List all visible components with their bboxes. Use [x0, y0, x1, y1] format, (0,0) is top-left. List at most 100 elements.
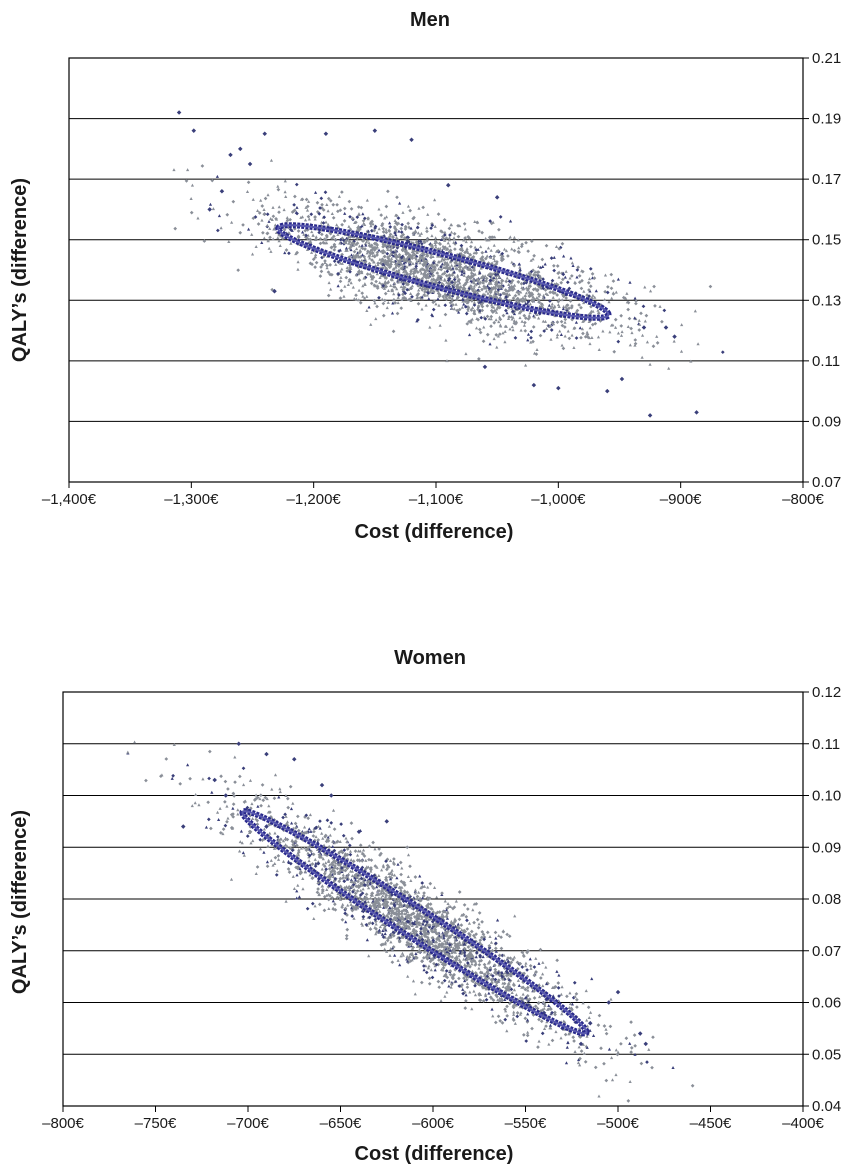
data-point — [574, 320, 578, 324]
data-point — [438, 274, 443, 278]
data-point — [425, 293, 429, 297]
data-point — [579, 305, 583, 310]
data-point — [257, 211, 262, 215]
data-point — [571, 264, 575, 268]
data-point — [450, 280, 454, 285]
data-point — [504, 308, 508, 313]
data-point — [411, 230, 415, 234]
data-point — [499, 253, 503, 257]
data-point — [379, 213, 384, 217]
data-point — [412, 274, 416, 278]
data-point — [453, 247, 457, 252]
data-point — [385, 261, 389, 266]
data-point — [391, 235, 395, 240]
data-point — [552, 255, 556, 259]
data-point — [561, 307, 565, 311]
data-point — [338, 261, 343, 265]
data-point — [189, 197, 193, 201]
data-point — [374, 317, 378, 321]
data-point — [429, 255, 433, 260]
data-point — [689, 359, 693, 363]
data-point — [409, 298, 413, 302]
data-point — [395, 257, 399, 261]
data-point — [553, 304, 557, 308]
data-point — [305, 247, 310, 251]
data-point — [332, 234, 336, 239]
data-point — [256, 209, 260, 213]
data-point — [271, 214, 276, 219]
data-point — [575, 275, 579, 279]
data-point — [400, 262, 404, 266]
data-point — [557, 304, 561, 308]
data-point — [519, 297, 523, 302]
data-point — [550, 278, 555, 283]
data-point — [445, 266, 449, 270]
data-point — [438, 323, 442, 327]
data-point — [460, 245, 464, 249]
data-point — [590, 272, 595, 276]
data-point — [394, 233, 398, 237]
data-point — [383, 254, 387, 259]
data-point — [361, 238, 366, 243]
data-point — [504, 279, 509, 284]
data-point — [390, 289, 394, 293]
data-point — [581, 331, 585, 336]
data-point — [390, 311, 395, 315]
data-point — [454, 266, 459, 271]
data-point — [399, 255, 404, 260]
data-point — [633, 338, 638, 342]
data-point — [651, 344, 656, 349]
data-point — [426, 275, 431, 280]
data-point — [459, 243, 464, 248]
data-point — [326, 209, 330, 213]
data-point — [606, 285, 610, 289]
data-point — [522, 323, 527, 327]
data-point — [394, 255, 399, 260]
data-point — [488, 219, 493, 223]
data-point — [295, 211, 299, 216]
data-point — [693, 309, 697, 313]
data-point — [464, 304, 468, 308]
data-point — [457, 310, 461, 314]
data-point — [463, 299, 468, 304]
data-point — [473, 290, 477, 294]
data-point — [549, 337, 553, 341]
data-point — [327, 281, 331, 285]
data-point — [310, 230, 314, 234]
data-point — [526, 338, 530, 342]
data-point — [414, 267, 418, 271]
data-point — [314, 253, 318, 257]
data-point — [349, 253, 354, 257]
data-point — [401, 232, 406, 237]
data-point — [540, 257, 545, 262]
data-point — [447, 238, 451, 242]
data-point — [484, 249, 488, 253]
data-point — [311, 257, 316, 262]
data-point — [363, 260, 368, 264]
data-point — [421, 250, 425, 254]
data-point — [422, 256, 426, 260]
data-point — [521, 287, 525, 291]
data-point — [588, 342, 592, 346]
data-point — [256, 222, 261, 226]
data-point — [662, 308, 667, 313]
data-point — [284, 248, 289, 252]
data-point — [469, 270, 474, 274]
data-point — [466, 251, 470, 255]
data-point — [603, 289, 607, 294]
data-point — [559, 333, 563, 337]
data-point — [318, 241, 323, 246]
data-point — [521, 296, 525, 300]
data-point — [470, 264, 474, 268]
data-point — [399, 306, 404, 311]
data-point — [497, 280, 501, 284]
data-point — [354, 293, 358, 298]
data-point — [386, 189, 390, 194]
data-point — [640, 355, 644, 359]
data-point — [303, 218, 308, 222]
data-point — [384, 215, 389, 219]
data-point — [563, 320, 567, 324]
data-point — [190, 183, 195, 187]
data-point — [609, 323, 614, 327]
data-point — [318, 206, 322, 210]
